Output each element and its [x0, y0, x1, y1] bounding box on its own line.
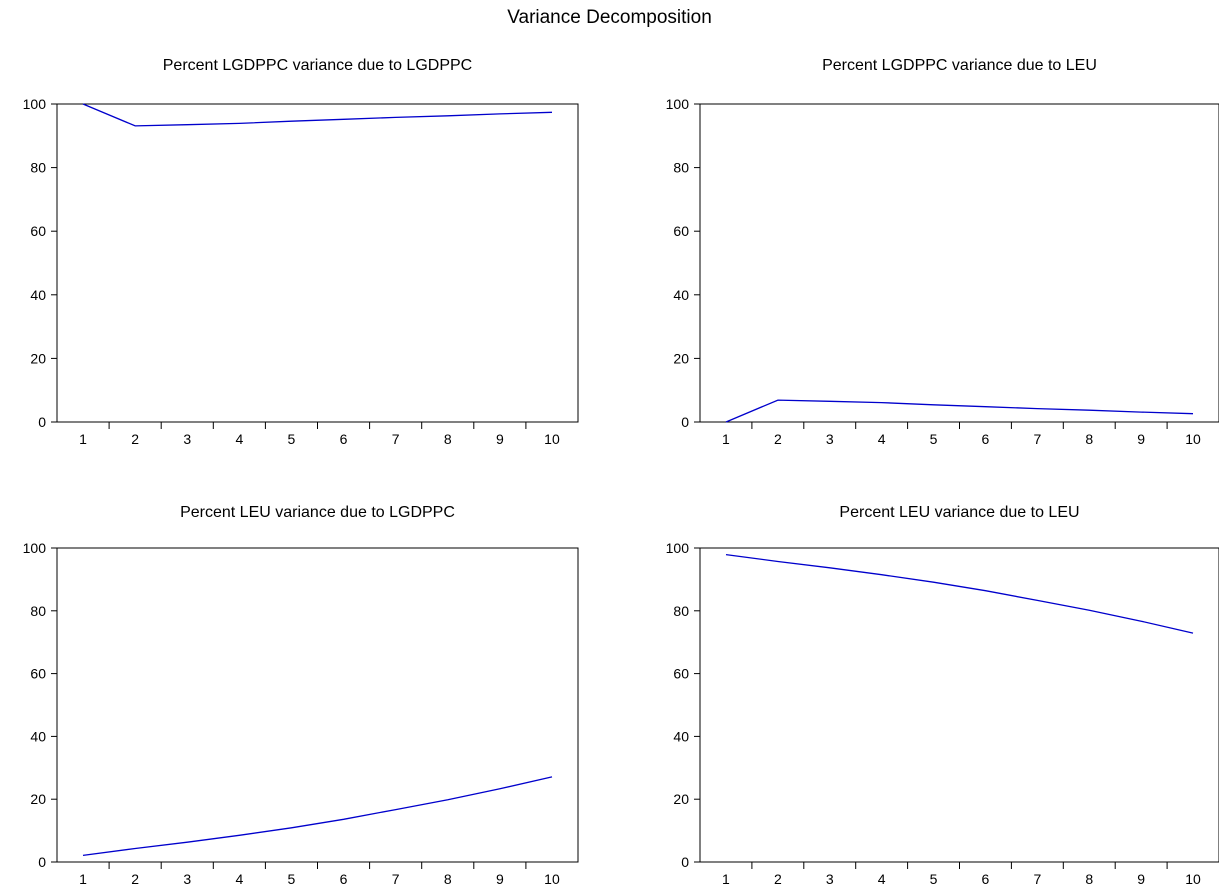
x-tick-label: 4: [878, 871, 886, 887]
x-tick-label: 6: [340, 871, 348, 887]
y-tick-label: 100: [23, 96, 47, 112]
panel-title: Percent LGDPPC variance due to LGDPPC: [163, 57, 472, 74]
x-tick-label: 5: [930, 431, 938, 447]
x-tick-label: 10: [544, 431, 560, 447]
x-tick-label: 2: [774, 431, 782, 447]
y-tick-label: 80: [673, 160, 689, 176]
plot-frame: [699, 103, 1219, 423]
chart-panel-3: Percent LEU variance due to LGDPPC 0 20 40 6…: [23, 504, 579, 887]
y-tick-label: 60: [673, 666, 689, 682]
plot-frame: [56, 547, 579, 863]
x-tick-label: 8: [444, 871, 452, 887]
series-line: [82, 103, 553, 127]
y-tick-label: 20: [673, 791, 689, 807]
y-tick-label: 0: [681, 414, 689, 430]
x-tick-label: 7: [392, 871, 400, 887]
panel-title: Percent LEU variance due to LGDPPC: [180, 504, 455, 521]
x-tick-label: 7: [1033, 431, 1041, 447]
y-tick-label: 60: [30, 666, 46, 682]
x-tick-label: 4: [235, 431, 243, 447]
x-tick-label: 6: [982, 431, 990, 447]
y-tick-label: 0: [38, 854, 46, 870]
x-tick-label: 9: [1137, 431, 1145, 447]
x-tick-label: 2: [131, 871, 139, 887]
x-tick-label: 3: [183, 431, 191, 447]
chart-panel-2: Percent LGDPPC variance due to LEU 0 20 40 6…: [666, 57, 1219, 447]
y-tick-label: 0: [681, 854, 689, 870]
y-tick-label: 80: [673, 603, 689, 619]
y-tick-label: 40: [673, 287, 689, 303]
y-tick-label: 40: [30, 287, 46, 303]
y-tick-label: 20: [673, 350, 689, 366]
x-tick-label: 8: [444, 431, 452, 447]
x-tick-label: 9: [496, 431, 504, 447]
chart-panel-1: Percent LGDPPC variance due to LGDPPC 0 20…: [23, 57, 579, 447]
y-tick-label: 100: [666, 96, 690, 112]
x-tick-label: 6: [982, 871, 990, 887]
x-tick-label: 3: [826, 871, 834, 887]
x-tick-label: 4: [878, 431, 886, 447]
x-tick-label: 1: [722, 871, 730, 887]
x-tick-label: 2: [774, 871, 782, 887]
y-tick-label: 100: [23, 540, 47, 556]
x-tick-label: 8: [1085, 871, 1093, 887]
x-tick-label: 3: [183, 871, 191, 887]
x-tick-label: 6: [340, 431, 348, 447]
y-tick-label: 100: [666, 540, 690, 556]
x-tick-label: 1: [79, 871, 87, 887]
x-tick-label: 4: [235, 871, 243, 887]
plot-frame: [56, 103, 579, 423]
y-tick-label: 60: [673, 223, 689, 239]
x-tick-label: 10: [1185, 431, 1201, 447]
x-tick-label: 7: [1033, 871, 1041, 887]
x-tick-label: 5: [930, 871, 938, 887]
panel-title: Percent LEU variance due to LEU: [839, 504, 1079, 521]
x-tick-label: 1: [722, 431, 730, 447]
y-tick-label: 80: [30, 160, 46, 176]
x-tick-label: 10: [544, 871, 560, 887]
y-tick-label: 40: [673, 728, 689, 744]
plot-frame: [699, 547, 1219, 863]
y-tick-label: 20: [30, 791, 46, 807]
figure-title: Variance Decomposition: [507, 7, 712, 28]
x-tick-label: 5: [288, 871, 296, 887]
x-tick-label: 1: [79, 431, 87, 447]
series-line: [725, 399, 1194, 423]
y-tick-label: 20: [30, 350, 46, 366]
chart-panel-4: Percent LEU variance due to LEU 0 20 40 60 80…: [666, 504, 1219, 887]
y-tick-label: 60: [30, 223, 46, 239]
panel-title: Percent LGDPPC variance due to LEU: [822, 57, 1097, 74]
y-tick-label: 40: [30, 728, 46, 744]
x-tick-label: 3: [826, 431, 834, 447]
x-tick-label: 5: [288, 431, 296, 447]
x-tick-label: 8: [1085, 431, 1093, 447]
series-line: [725, 553, 1194, 634]
x-tick-label: 9: [1137, 871, 1145, 887]
y-tick-label: 80: [30, 603, 46, 619]
x-tick-label: 2: [131, 431, 139, 447]
x-tick-label: 9: [496, 871, 504, 887]
x-tick-label: 10: [1185, 871, 1201, 887]
x-tick-label: 7: [392, 431, 400, 447]
series-line: [82, 776, 553, 857]
y-tick-label: 0: [38, 414, 46, 430]
